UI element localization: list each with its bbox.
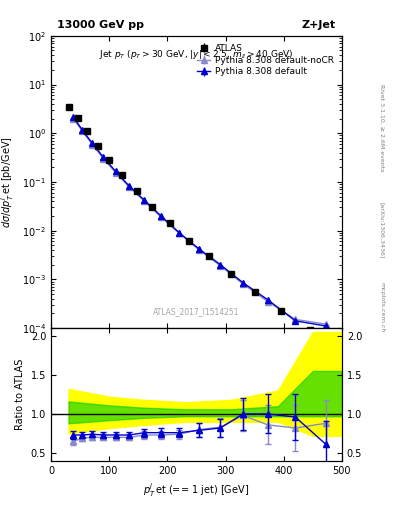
Text: Jet $p_T$ ($p_T > 30$ GeV, $|y| < 2.5$, $m_{ll} > 40$ GeV): Jet $p_T$ ($p_T > 30$ GeV, $|y| < 2.5$, …	[99, 48, 294, 60]
Text: 13000 GeV pp: 13000 GeV pp	[57, 20, 144, 30]
Text: Rivet 3.1.10, ≥ 2.6M events: Rivet 3.1.10, ≥ 2.6M events	[379, 84, 384, 172]
Text: ATLAS_2017_I1514251: ATLAS_2017_I1514251	[153, 307, 240, 316]
Text: mcplots.cern.ch: mcplots.cern.ch	[379, 282, 384, 332]
Text: Z+Jet: Z+Jet	[302, 20, 336, 30]
Legend: ATLAS, Pythia 8.308 default-noCR, Pythia 8.308 default: ATLAS, Pythia 8.308 default-noCR, Pythia…	[193, 40, 338, 80]
Y-axis label: $d\sigma/dp_T^j\,\mathrm{et}$ [pb/GeV]: $d\sigma/dp_T^j\,\mathrm{et}$ [pb/GeV]	[0, 136, 17, 228]
X-axis label: $p_T^j\,\mathrm{et}$ (== 1 jet) [GeV]: $p_T^j\,\mathrm{et}$ (== 1 jet) [GeV]	[143, 481, 250, 499]
Text: [arXiv:1306.3436]: [arXiv:1306.3436]	[379, 202, 384, 259]
Y-axis label: Ratio to ATLAS: Ratio to ATLAS	[15, 359, 25, 430]
